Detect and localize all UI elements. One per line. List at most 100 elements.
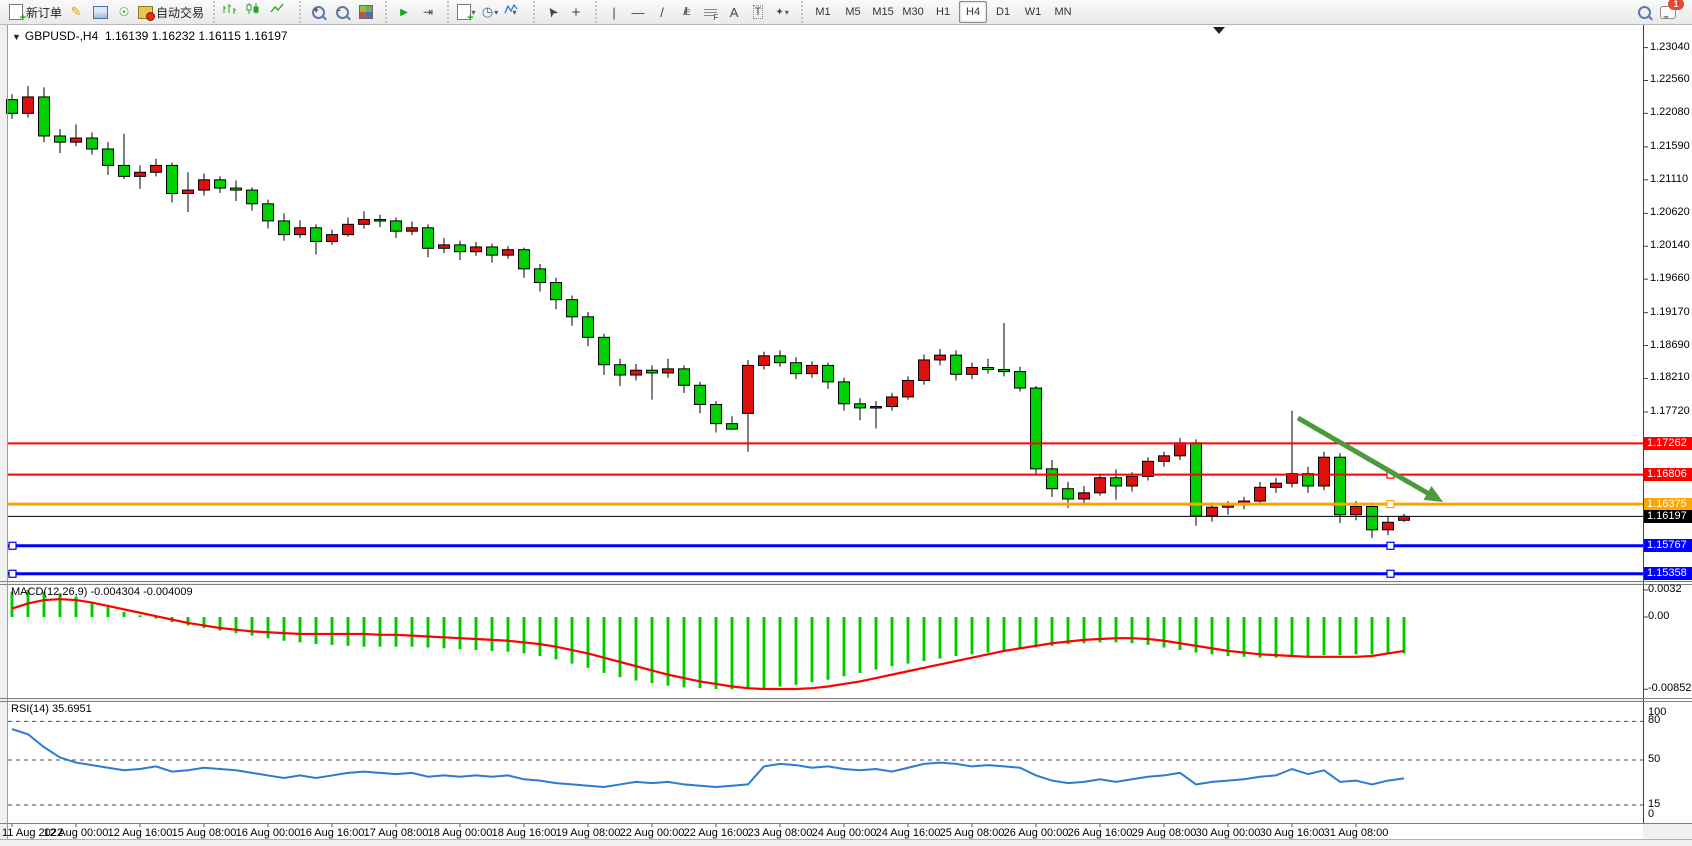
time-tick-label: 29 Aug 08:00 [1131,827,1197,839]
candle [966,366,978,375]
price-tick-label: 1.17720 [1650,405,1690,417]
time-tick-label: 15 Aug 08:00 [171,827,237,839]
timeframe-h1[interactable]: H1 [936,6,951,18]
price-tick-label: 1.18690 [1650,338,1690,351]
line-handle[interactable] [8,541,17,550]
time-tick-label: 17 Aug 08:00 [363,827,429,839]
toolbar: 新订单 ✎ ☉ 自动交易 + - ▶ ⇥ [0,0,1692,25]
crosshair-button[interactable]: + [565,1,587,23]
time-tick-label: 22 Aug 00:00 [619,827,685,839]
time-tick-label: 12 Aug 16:00 [107,827,173,839]
candle [806,364,818,375]
auto-trading-button[interactable]: 自动交易 [137,1,205,23]
periods-button[interactable]: ◷ ▾ [479,1,501,23]
time-tick-label: 19 Aug 08:00 [555,827,621,839]
signals-button[interactable]: ☉ [113,1,135,23]
indicators-button[interactable]: ▾ [503,1,525,23]
price-tick-label: 1.22080 [1650,106,1690,119]
candle [1382,521,1394,531]
line-chart-icon [270,3,284,13]
crosshair-icon: + [571,3,581,21]
chart-type-group [213,1,297,23]
notification-badge: 1 [1668,0,1684,10]
chart-menu-icon[interactable]: ▼ [12,32,21,42]
line-handle[interactable] [1386,541,1395,550]
timeframe-d1[interactable]: D1 [996,6,1011,18]
market-watch-button[interactable] [89,1,111,23]
chevron-down-icon: ▾ [512,7,517,17]
candle [1094,477,1106,494]
candle [854,403,866,409]
time-tick-label: 18 Aug 16:00 [491,827,557,839]
time-tick-label: 24 Aug 00:00 [811,827,877,839]
horizontal-line-button[interactable]: — [627,1,649,23]
macd-signal-line [11,598,1405,691]
macd-label: MACD(12,26,9) -0.004304 -0.004009 [11,586,193,598]
line-handle[interactable] [1386,500,1395,509]
notifications-button[interactable]: 1 [1657,0,1684,23]
chart-shift-icon: ⇥ [423,5,434,19]
candle [1334,456,1346,516]
search-button[interactable] [1633,1,1655,23]
monitor-icon [92,5,108,19]
candlestick-chart-button[interactable] [245,1,267,23]
candle [214,179,226,189]
time-tick-label: 11 Aug 2022 [2,827,63,839]
new-order-button[interactable]: 新订单 [8,1,63,24]
macd-tick-label: 0.0032 [1648,582,1682,595]
trendline-button[interactable]: / [651,1,673,23]
trend-arrow[interactable] [1423,486,1443,502]
new-chart-button[interactable]: ▾ [455,1,477,24]
timeframe-m1[interactable]: M1 [815,6,831,18]
text-tool-button[interactable]: A [723,1,745,23]
line-chart-button[interactable] [269,1,291,23]
candle [870,406,882,409]
current-price-tag: 1.16197 [1644,509,1692,523]
text-label-button[interactable]: T [747,1,769,23]
zoom-in-button[interactable]: + [307,1,329,23]
price-tick-label: 1.18210 [1650,371,1690,384]
timeframe-h4[interactable]: H4 [959,1,988,23]
chart-shift-button[interactable]: ⇥ [417,1,439,23]
candle [934,354,946,361]
candle [262,203,274,222]
candle [1206,506,1218,517]
fibonacci-button[interactable] [699,1,721,23]
macd-tick-label: -0.008529 [1648,682,1692,695]
styler-button[interactable]: ✎ [65,1,87,23]
candle [1078,492,1090,500]
candle [1126,475,1138,487]
text-icon: A [729,4,739,20]
timeframe-mn[interactable]: MN [1054,6,1072,18]
candle [550,282,562,301]
line-handle[interactable] [8,569,17,578]
candle [566,299,578,318]
timeframe-w1[interactable]: W1 [1024,6,1042,18]
auto-trading-icon [138,5,156,21]
candle [822,364,834,383]
timeframe-m15[interactable]: M15 [872,6,894,18]
cursor-icon: ➤ [542,3,561,22]
timeframe-group: M1 M5 M15 M30 H1 H4 D1 W1 MN [801,1,1083,23]
equidistant-channel-button[interactable]: //E [675,1,697,23]
arrows-tool-button[interactable]: ✦ ▾ [771,1,793,23]
zoom-out-button[interactable]: - [331,1,353,23]
time-tick-label: 30 Aug 00:00 [1195,827,1261,839]
candle [758,355,770,366]
timeframe-m5[interactable]: M5 [845,6,861,18]
timeframe-m30[interactable]: M30 [902,6,924,18]
tile-windows-button[interactable] [355,1,377,23]
price-tick-label: 1.20620 [1650,206,1690,219]
cursor-group: ➤ + [533,1,593,23]
auto-scroll-button[interactable]: ▶ [393,1,415,23]
candle [294,227,306,236]
line-handle[interactable] [1386,569,1395,578]
bar-chart-button[interactable] [221,1,243,23]
zoom-out-icon: - [335,5,349,19]
rsi-tick-label: 100 [1648,706,1667,718]
time-tick-label: 31 Aug 08:00 [1323,827,1389,839]
new-order-label: 新订单 [26,5,63,20]
cursor-button[interactable]: ➤ [541,1,563,23]
vertical-line-button[interactable]: | [603,1,625,23]
